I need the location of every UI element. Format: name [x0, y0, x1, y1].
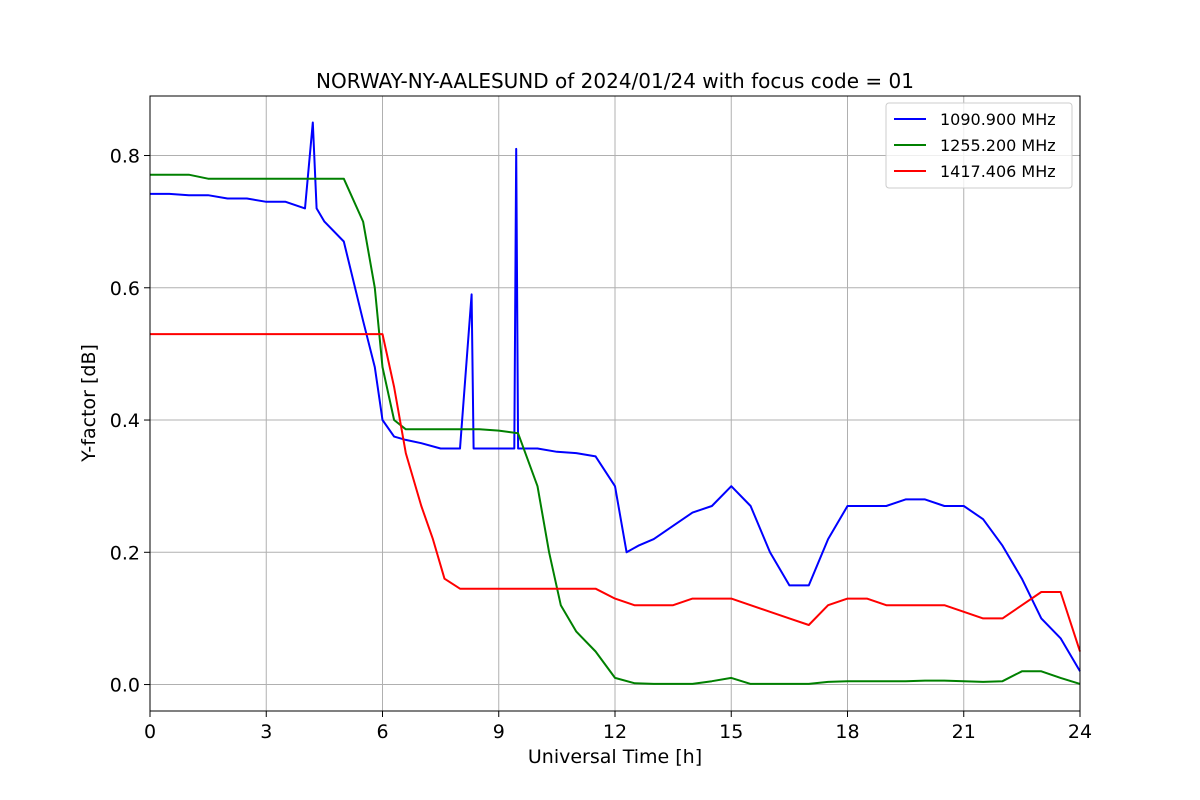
- x-tick-label: 12: [603, 721, 627, 743]
- legend-label: 1417.406 MHz: [940, 162, 1056, 181]
- series-layer: [150, 121, 1081, 685]
- series-line-1090-900-mhz: [150, 121, 1081, 672]
- x-tick-label: 24: [1068, 721, 1092, 743]
- legend-label: 1255.200 MHz: [940, 136, 1056, 155]
- series-line-1255-200-mhz: [150, 173, 1081, 685]
- x-tick-label: 15: [719, 721, 743, 743]
- x-tick-label: 18: [835, 721, 859, 743]
- x-tick-label: 21: [952, 721, 976, 743]
- x-tick-label: 6: [376, 721, 388, 743]
- y-axis: 0.0 0.2 0.4 0.6 0.8: [110, 146, 150, 697]
- y-tick-label: 0.0: [110, 675, 140, 697]
- y-tick-label: 0.8: [110, 146, 140, 168]
- x-tick-label: 9: [493, 721, 505, 743]
- y-tick-label: 0.6: [110, 278, 140, 300]
- legend-label: 1090.900 MHz: [940, 110, 1056, 129]
- legend: 1090.900 MHz 1255.200 MHz 1417.406 MHz: [885, 102, 1073, 189]
- y-axis-label: Y-factor [dB]: [78, 344, 100, 463]
- x-tick-label: 0: [144, 721, 156, 743]
- x-axis-label: Universal Time [h]: [528, 746, 702, 768]
- legend-frame: [885, 102, 1073, 189]
- y-tick-label: 0.2: [110, 542, 140, 564]
- x-tick-label: 3: [260, 721, 272, 743]
- series-line-1417-406-mhz: [150, 333, 1081, 652]
- x-axis: 0 3 6 9 12 15 18 21 24: [144, 711, 1092, 743]
- chart-title: NORWAY-NY-AALESUND of 2024/01/24 with fo…: [316, 69, 914, 93]
- y-tick-label: 0.4: [110, 410, 140, 432]
